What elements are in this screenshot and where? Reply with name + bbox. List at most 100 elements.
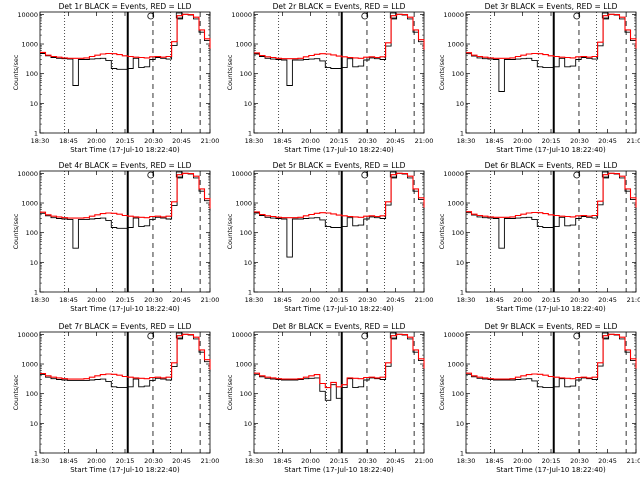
circle-marker bbox=[573, 171, 581, 179]
y-tick-label: 10000 bbox=[17, 170, 38, 178]
x-tick-label: 20:30 bbox=[144, 296, 163, 304]
lld-series-line bbox=[466, 333, 637, 380]
events-series-line bbox=[466, 13, 637, 92]
circle-marker bbox=[361, 12, 369, 20]
x-tick-label: 20:00 bbox=[301, 137, 320, 145]
x-tick-label: 21:00 bbox=[415, 457, 434, 465]
x-axis-label: Start Time (17-Jul-10 18:22:40) bbox=[496, 146, 606, 154]
x-tick-label: 18:30 bbox=[457, 457, 476, 465]
panel-title: Det 8r BLACK = Events, RED = LLD bbox=[273, 322, 406, 331]
y-axis-label: Counts/sec bbox=[12, 213, 20, 249]
x-tick-label: 20:15 bbox=[542, 296, 561, 304]
x-axis-label: Start Time (17-Jul-10 18:22:40) bbox=[70, 146, 180, 154]
lld-series-line bbox=[40, 333, 211, 380]
x-tick-label: 20:00 bbox=[87, 296, 106, 304]
y-tick-label: 1 bbox=[34, 130, 38, 138]
y-tick-label: 100 bbox=[452, 229, 464, 237]
x-tick-label: 20:00 bbox=[301, 457, 320, 465]
x-tick-label: 20:15 bbox=[116, 137, 135, 145]
events-series-line bbox=[40, 13, 211, 86]
lld-series-line bbox=[40, 172, 211, 219]
lld-series-line bbox=[254, 172, 425, 219]
x-tick-label: 20:30 bbox=[358, 296, 377, 304]
y-tick-label: 100 bbox=[26, 229, 38, 237]
x-tick-label: 18:30 bbox=[457, 296, 476, 304]
x-tick-label: 20:15 bbox=[330, 296, 349, 304]
y-tick-label: 10 bbox=[244, 420, 252, 428]
y-tick-label: 100 bbox=[452, 390, 464, 398]
x-tick-label: 20:30 bbox=[144, 457, 163, 465]
events-series-line bbox=[466, 172, 637, 249]
plot-frame bbox=[39, 170, 211, 293]
chart-panel-5: Det 5r BLACK = Events, RED = LLD 1 10 100 10… bbox=[226, 161, 433, 313]
y-tick-label: 1000 bbox=[447, 41, 464, 49]
x-axis-label: Start Time (17-Jul-10 18:22:40) bbox=[284, 466, 394, 474]
y-tick-label: 100 bbox=[240, 390, 252, 398]
events-series-line bbox=[466, 333, 637, 389]
x-tick-label: 20:00 bbox=[513, 296, 532, 304]
y-tick-label: 10000 bbox=[17, 331, 38, 339]
circle-marker bbox=[573, 12, 581, 20]
y-tick-label: 1 bbox=[34, 289, 38, 297]
x-tick-label: 18:30 bbox=[31, 296, 50, 304]
y-axis-label: Counts/sec bbox=[12, 374, 20, 410]
x-tick-label: 18:30 bbox=[31, 137, 50, 145]
panel-title: Det 2r BLACK = Events, RED = LLD bbox=[273, 2, 406, 11]
y-tick-label: 1 bbox=[248, 450, 252, 458]
x-tick-label: 20:30 bbox=[570, 296, 589, 304]
chart-panel-8: Det 8r BLACK = Events, RED = LLD 1 10 100 10… bbox=[226, 322, 433, 474]
panel-title: Det 1r BLACK = Events, RED = LLD bbox=[59, 2, 192, 11]
y-axis-label: Counts/sec bbox=[226, 213, 234, 249]
x-tick-label: 20:45 bbox=[386, 296, 405, 304]
x-tick-label: 18:45 bbox=[59, 457, 78, 465]
x-tick-label: 20:15 bbox=[542, 457, 561, 465]
x-tick-label: 21:00 bbox=[627, 296, 640, 304]
y-axis-label: Counts/sec bbox=[226, 374, 234, 410]
x-tick-label: 20:30 bbox=[358, 137, 377, 145]
x-tick-label: 20:00 bbox=[87, 137, 106, 145]
circle-marker bbox=[147, 12, 155, 20]
y-tick-label: 10000 bbox=[443, 11, 464, 19]
y-tick-label: 10000 bbox=[443, 170, 464, 178]
y-axis-label: Counts/sec bbox=[438, 213, 446, 249]
x-tick-label: 21:00 bbox=[201, 457, 220, 465]
y-tick-label: 10 bbox=[30, 259, 38, 267]
y-tick-label: 10000 bbox=[443, 331, 464, 339]
y-tick-label: 10 bbox=[244, 259, 252, 267]
y-tick-label: 1000 bbox=[21, 361, 38, 369]
plot-frame bbox=[253, 331, 425, 454]
circle-marker bbox=[147, 171, 155, 179]
x-axis-label: Start Time (17-Jul-10 18:22:40) bbox=[70, 305, 180, 313]
lld-series-line bbox=[466, 172, 637, 218]
plot-frame bbox=[39, 11, 211, 134]
x-tick-label: 20:15 bbox=[542, 137, 561, 145]
y-tick-label: 1 bbox=[248, 130, 252, 138]
panel-title: Det 6r BLACK = Events, RED = LLD bbox=[485, 161, 618, 170]
y-tick-label: 10000 bbox=[231, 170, 252, 178]
chart-panel-6: Det 6r BLACK = Events, RED = LLD 1 10 100 10… bbox=[438, 161, 640, 313]
x-axis-label: Start Time (17-Jul-10 18:22:40) bbox=[70, 466, 180, 474]
y-tick-label: 10 bbox=[456, 420, 464, 428]
x-tick-label: 18:30 bbox=[245, 137, 264, 145]
y-tick-label: 100 bbox=[452, 70, 464, 78]
y-tick-label: 1 bbox=[460, 289, 464, 297]
y-axis-label: Counts/sec bbox=[12, 54, 20, 90]
panel-title: Det 3r BLACK = Events, RED = LLD bbox=[485, 2, 618, 11]
x-tick-label: 20:45 bbox=[386, 457, 405, 465]
x-tick-label: 20:00 bbox=[513, 137, 532, 145]
x-tick-label: 20:15 bbox=[116, 296, 135, 304]
x-tick-label: 20:15 bbox=[330, 457, 349, 465]
x-tick-label: 21:00 bbox=[201, 137, 220, 145]
x-tick-label: 20:45 bbox=[172, 457, 191, 465]
events-series-line bbox=[40, 172, 211, 249]
x-tick-label: 21:00 bbox=[627, 457, 640, 465]
y-axis-label: Counts/sec bbox=[226, 54, 234, 90]
plot-frame bbox=[465, 11, 637, 134]
x-tick-label: 20:00 bbox=[87, 457, 106, 465]
panel-title: Det 4r BLACK = Events, RED = LLD bbox=[59, 161, 192, 170]
x-tick-label: 20:00 bbox=[301, 296, 320, 304]
y-tick-label: 10 bbox=[456, 259, 464, 267]
events-series-line bbox=[40, 333, 211, 389]
x-tick-label: 20:30 bbox=[570, 457, 589, 465]
